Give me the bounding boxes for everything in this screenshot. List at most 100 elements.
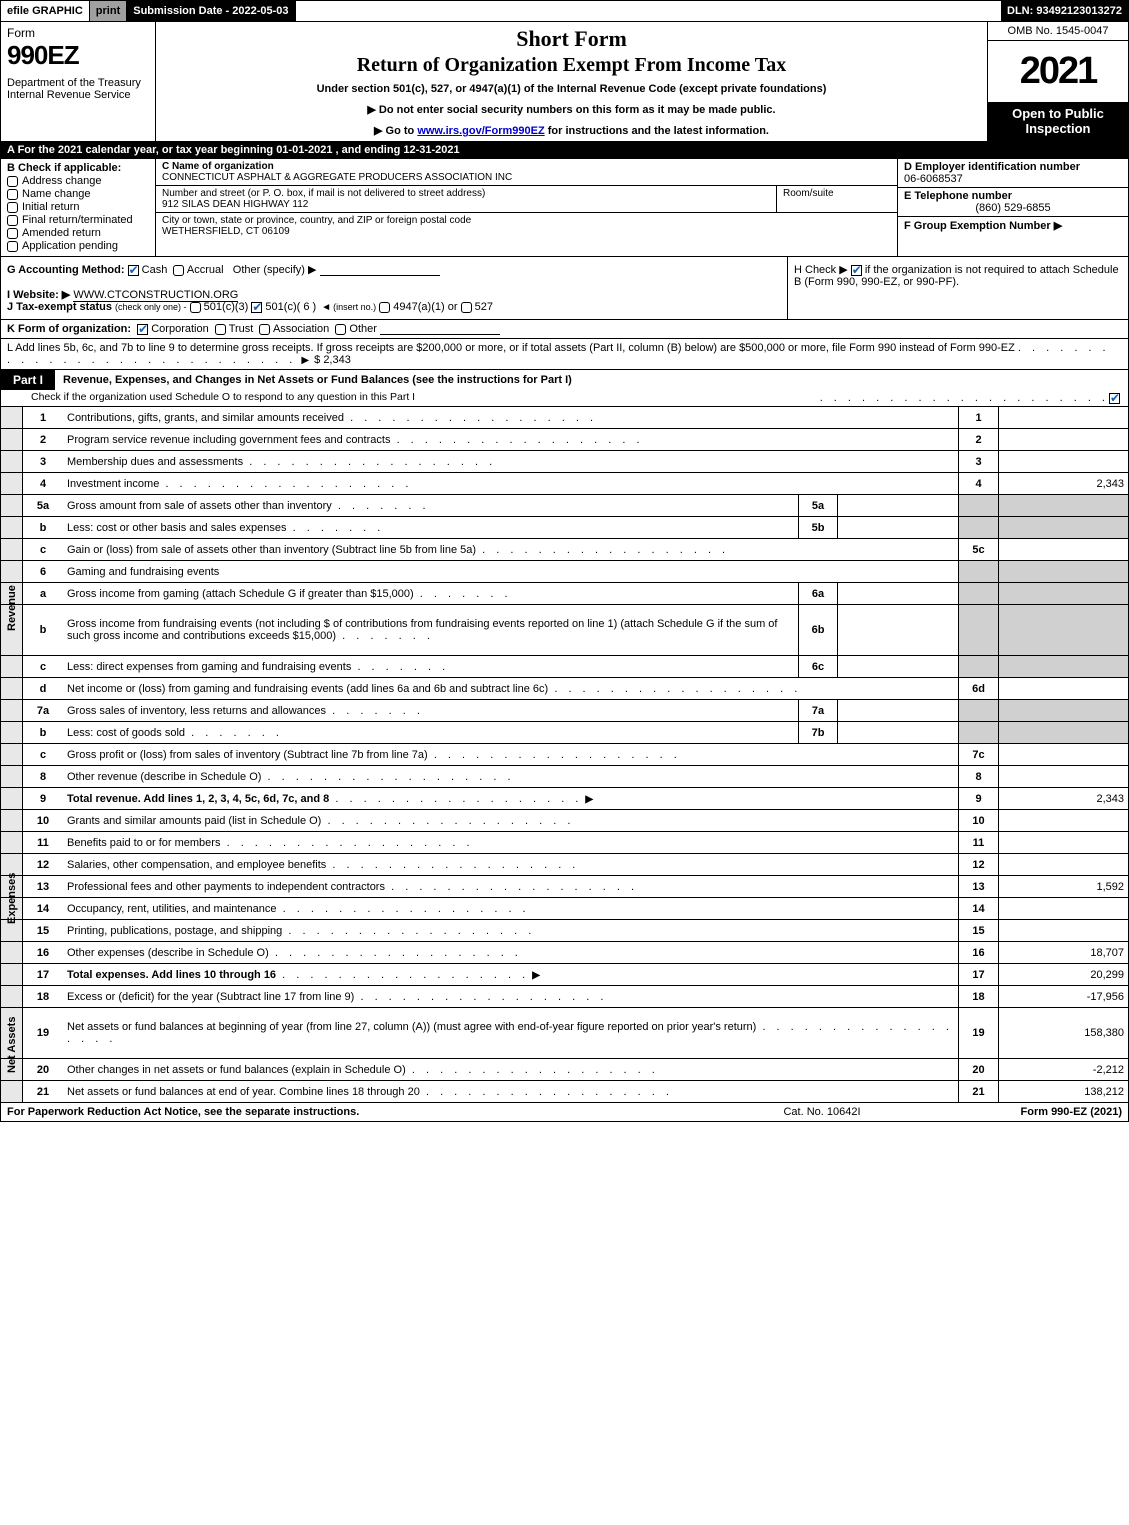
side-gutter [1, 810, 23, 831]
chk-schedule-o[interactable] [1109, 393, 1120, 404]
line-num: a [23, 583, 63, 604]
line-amount: 20,299 [998, 964, 1128, 985]
line-row: 5a Gross amount from sale of assets othe… [1, 495, 1128, 517]
chk-pending[interactable]: Application pending [7, 240, 149, 252]
chk-initial-return[interactable]: Initial return [7, 201, 149, 213]
chk-527[interactable] [461, 302, 472, 313]
line-num: c [23, 656, 63, 677]
print-button[interactable]: print [90, 1, 127, 21]
line-box: 13 [958, 876, 998, 897]
part1-header: Part I Revenue, Expenses, and Changes in… [0, 370, 1129, 407]
line-desc: Net income or (loss) from gaming and fun… [63, 678, 958, 699]
side-gutter [1, 898, 23, 919]
line-amount [998, 722, 1128, 743]
cash-label: Cash [142, 264, 168, 276]
chk-amended[interactable]: Amended return [7, 227, 149, 239]
line-box [958, 583, 998, 604]
phone-value: (860) 529-6855 [904, 202, 1122, 214]
footer: For Paperwork Reduction Act Notice, see … [0, 1103, 1129, 1122]
footer-center: Cat. No. 10642I [722, 1106, 922, 1118]
chk-label: Amended return [22, 227, 101, 239]
chk-address-change[interactable]: Address change [7, 175, 149, 187]
line-amount: 2,343 [998, 788, 1128, 809]
chk-schedule-b[interactable] [851, 265, 862, 276]
checkbox-icon [7, 215, 18, 226]
opt-4947: 4947(a)(1) or [393, 301, 457, 313]
chk-501c[interactable] [251, 302, 262, 313]
gh-row: G Accounting Method: Cash Accrual Other … [0, 257, 1129, 320]
chk-trust[interactable] [215, 324, 226, 335]
line-row: b Less: cost or other basis and sales ex… [1, 517, 1128, 539]
line-num: 4 [23, 473, 63, 494]
side-gutter [1, 766, 23, 787]
checkbox-icon [7, 176, 18, 187]
line-desc: Benefits paid to or for members . . . . … [63, 832, 958, 853]
line-amount [998, 583, 1128, 604]
line-row: 13 Professional fees and other payments … [1, 876, 1128, 898]
line-desc: Gaming and fundraising events [63, 561, 958, 582]
side-gutter [1, 744, 23, 765]
line-row: 14 Occupancy, rent, utilities, and maint… [1, 898, 1128, 920]
side-gutter [1, 854, 23, 875]
tax-year: 2021 [988, 41, 1128, 102]
side-gutter [1, 1059, 23, 1080]
part1-sub-row: Check if the organization used Schedule … [1, 390, 1128, 406]
chk-501c3[interactable] [190, 302, 201, 313]
side-gutter [1, 656, 23, 677]
side-gutter [1, 876, 23, 897]
chk-accrual[interactable] [173, 265, 184, 276]
line-num: 5a [23, 495, 63, 516]
other-input[interactable] [320, 264, 440, 276]
side-gutter [1, 1081, 23, 1102]
line-row: 9 Total revenue. Add lines 1, 2, 3, 4, 5… [1, 788, 1128, 810]
mini-val [838, 495, 958, 516]
line-desc: Membership dues and assessments . . . . … [63, 451, 958, 472]
room-label: Room/suite [783, 188, 891, 199]
line-box: 5c [958, 539, 998, 560]
side-gutter [1, 539, 23, 560]
mini-box: 6a [798, 583, 838, 604]
line-amount [998, 678, 1128, 699]
line-row: 3 Membership dues and assessments . . . … [1, 451, 1128, 473]
line-row: 16 Other expenses (describe in Schedule … [1, 942, 1128, 964]
line-box: 7c [958, 744, 998, 765]
side-gutter [1, 678, 23, 699]
line-box: 17 [958, 964, 998, 985]
chk-other[interactable] [335, 324, 346, 335]
line-box: 3 [958, 451, 998, 472]
section-f: F Group Exemption Number ▶ [898, 217, 1128, 256]
chk-cash[interactable] [128, 265, 139, 276]
side-gutter [1, 583, 23, 604]
footer-left: For Paperwork Reduction Act Notice, see … [7, 1106, 722, 1118]
line-amount: 1,592 [998, 876, 1128, 897]
title-short-form: Short Form [162, 26, 981, 52]
form-id-cell: Form 990EZ Department of the Treasury In… [1, 22, 156, 142]
line-box [958, 605, 998, 655]
chk-name-change[interactable]: Name change [7, 188, 149, 200]
line-amount [998, 832, 1128, 853]
line-row: 20 Other changes in net assets or fund b… [1, 1059, 1128, 1081]
line-row: 4 Investment income . . . . . . . . . . … [1, 473, 1128, 495]
chk-final-return[interactable]: Final return/terminated [7, 214, 149, 226]
dept-label: Department of the Treasury Internal Reve… [7, 77, 149, 101]
line-amount [998, 561, 1128, 582]
line-table: 1 Contributions, gifts, grants, and simi… [0, 407, 1129, 1103]
irs-link[interactable]: www.irs.gov/Form990EZ [417, 125, 544, 137]
line-row: 15 Printing, publications, postage, and … [1, 920, 1128, 942]
line-desc: Program service revenue including govern… [63, 429, 958, 450]
line-desc: Other revenue (describe in Schedule O) .… [63, 766, 958, 787]
line-box: 10 [958, 810, 998, 831]
part1-tab: Part I [1, 370, 55, 390]
chk-4947[interactable] [379, 302, 390, 313]
chk-corp[interactable] [137, 324, 148, 335]
room-cell: Room/suite [777, 186, 897, 212]
line-desc: Less: cost or other basis and sales expe… [63, 517, 958, 538]
chk-label: Name change [22, 188, 91, 200]
line-amount: -17,956 [998, 986, 1128, 1007]
line-box: 4 [958, 473, 998, 494]
chk-label: Address change [22, 175, 102, 187]
line-num: 16 [23, 942, 63, 963]
chk-assoc[interactable] [259, 324, 270, 335]
other-org-input[interactable] [380, 323, 500, 335]
city-row: City or town, state or province, country… [156, 213, 897, 239]
